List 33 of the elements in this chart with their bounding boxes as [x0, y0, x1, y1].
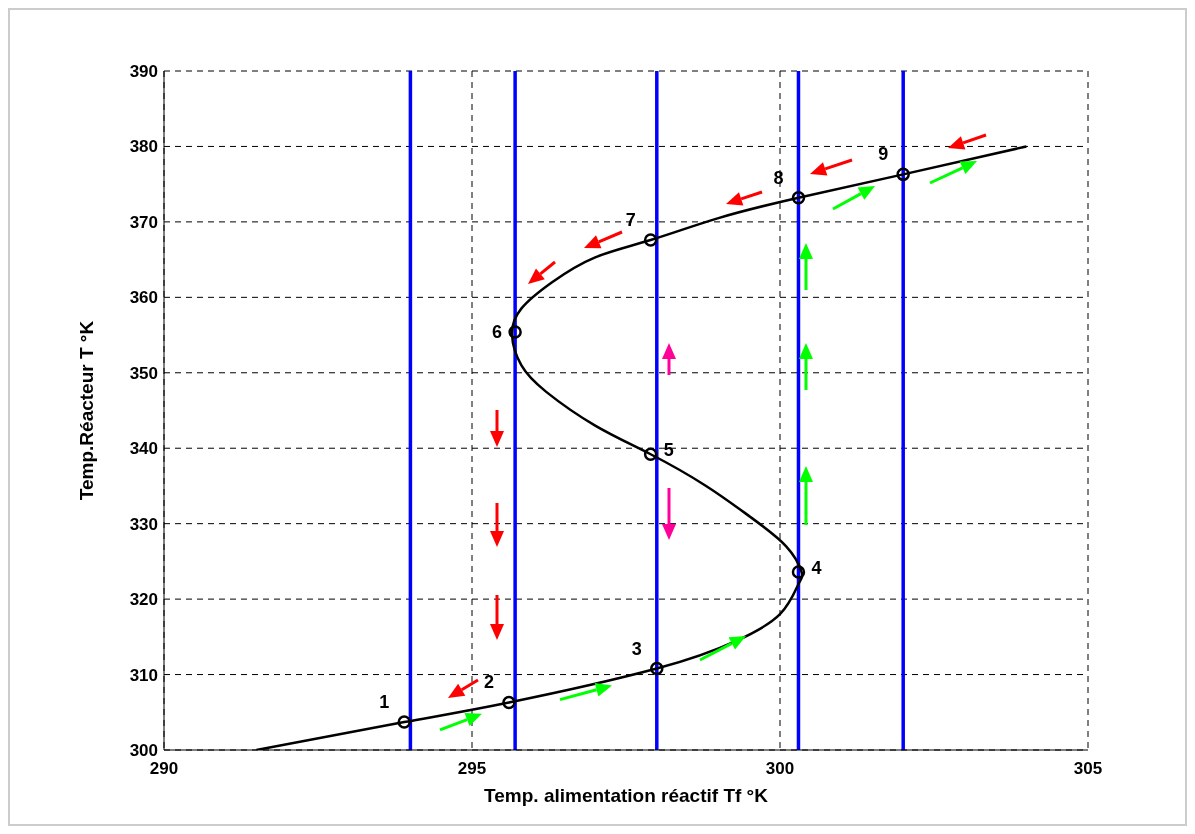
- x-tick-label: 300: [765, 759, 795, 779]
- y-tick-label: 300: [129, 741, 158, 761]
- point: [502, 695, 516, 710]
- y-tick-label: 340: [129, 439, 158, 459]
- x-tick-label: 295: [457, 759, 487, 779]
- point: [650, 661, 664, 676]
- y-tick-label: 360: [129, 288, 158, 308]
- point: [643, 233, 658, 247]
- annotation: 1: [379, 692, 390, 713]
- y-tick-label: 350: [129, 363, 158, 383]
- point: [791, 565, 806, 579]
- x-tick-label: 290: [149, 759, 179, 779]
- y-tick-label: 390: [129, 62, 158, 82]
- x-tick-label: 305: [1073, 759, 1103, 779]
- point: [397, 715, 411, 729]
- annotation: 5: [663, 440, 674, 461]
- point: [896, 167, 910, 182]
- point: [508, 325, 522, 339]
- y-tick-label: 320: [129, 590, 158, 610]
- annotation: 4: [811, 557, 822, 578]
- x-axis-title: Temp. alimentation réactif Tf °K: [484, 785, 769, 806]
- annotation: 6: [492, 322, 503, 343]
- point: [791, 191, 806, 205]
- y-tick-label: 370: [129, 212, 158, 232]
- annotation: 9: [878, 144, 889, 165]
- point: [643, 447, 658, 462]
- y-axis-title: Temp.Réacteur T °K: [75, 320, 97, 501]
- y-tick-label: 380: [129, 137, 158, 157]
- annotation: 3: [631, 638, 642, 659]
- y-tick-label: 330: [129, 514, 158, 534]
- annotation: 2: [483, 672, 494, 693]
- annotation: 8: [773, 167, 784, 188]
- y-tick-label: 310: [129, 665, 158, 685]
